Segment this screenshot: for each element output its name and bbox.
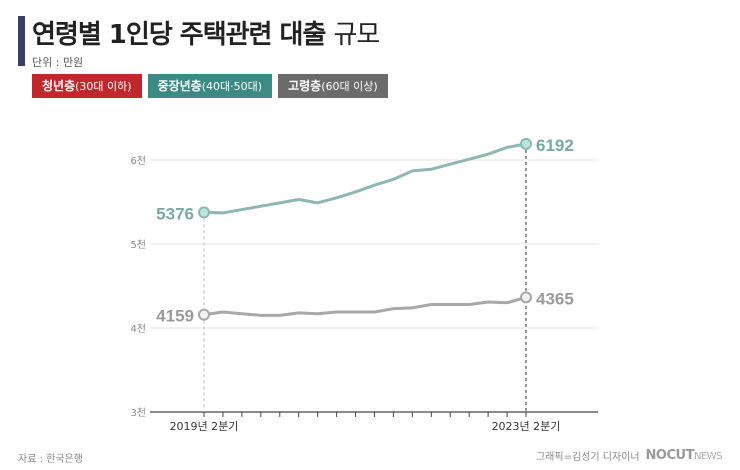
end-point-elderly [520, 291, 532, 304]
legend-item-youth: 청년층(30대 이하) [32, 74, 142, 98]
nocut-news-logo: NOCUTNEWS [645, 448, 723, 463]
x-tick-label-start: 2019년 2분기 [170, 420, 239, 433]
legend-sub: (40대·50대) [201, 80, 263, 93]
y-tick-label: 5천 [130, 239, 146, 251]
start-point-middle [198, 206, 210, 219]
start-value-label-middle: 5376 [156, 204, 194, 223]
logo-main: NOCUT [645, 448, 695, 463]
start-point-elderly [198, 308, 210, 321]
series-line-elderly [202, 295, 528, 317]
legend-item-middle: 중장년층(40대·50대) [147, 74, 273, 98]
credit: 그래픽=김성기 디자이너 NOCUTNEWS [535, 448, 723, 463]
legend-label: 중장년층 [157, 79, 202, 93]
end-value-label-elderly: 4365 [536, 289, 574, 308]
unit-label: 단위 : 만원 [32, 56, 84, 69]
y-tick-label: 6천 [130, 155, 146, 167]
chart-title: 연령별 1인당 주택관련 대출 규모 [32, 14, 380, 51]
chart-title-main: 연령별 1인당 주택관련 대출 [32, 20, 326, 50]
legend: 청년층(30대 이하) 중장년층(40대·50대) 고령층(60대 이상) [32, 74, 388, 98]
series-line-middle [202, 142, 528, 215]
logo-sub: NEWS [693, 451, 723, 462]
legend-label: 고령층 [288, 79, 322, 93]
legend-sub: (60대 이상) [321, 80, 378, 93]
chart-title-sub: 규모 [333, 20, 380, 50]
title-accent-bar [18, 16, 25, 66]
x-tick-label-end: 2023년 2분기 [492, 420, 561, 433]
legend-label: 청년층 [42, 79, 76, 93]
end-value-label-middle: 6192 [536, 136, 574, 155]
legend-sub: (30대 이하) [75, 80, 132, 93]
source-note: 자료 : 한국은행 [18, 454, 83, 465]
y-tick-label: 3천 [130, 407, 146, 419]
end-point-middle [520, 137, 532, 150]
y-tick-label: 4천 [130, 323, 146, 335]
legend-item-elderly: 고령층(60대 이상) [278, 74, 388, 98]
designer-credit: 그래픽=김성기 디자이너 [535, 452, 640, 463]
start-value-label-elderly: 4159 [156, 307, 194, 326]
